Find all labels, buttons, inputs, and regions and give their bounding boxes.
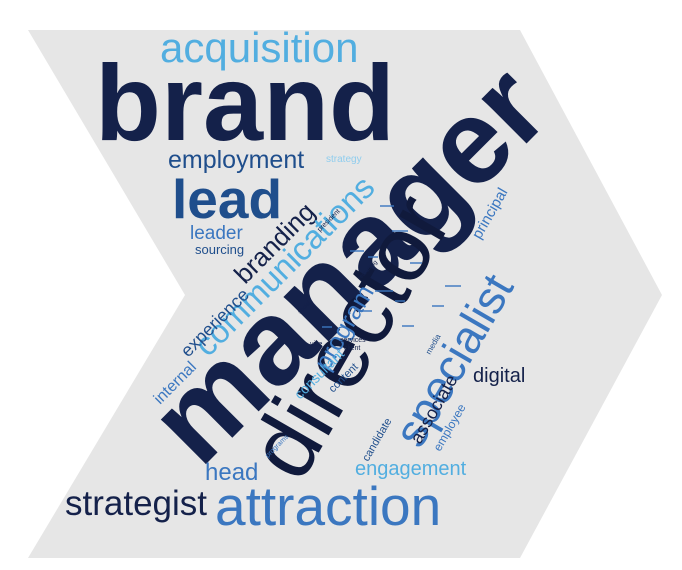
- word-engagement: engagement: [355, 458, 467, 480]
- word-brand: brand: [95, 42, 395, 163]
- fragment: [322, 326, 332, 328]
- word-attraction: attraction: [215, 475, 441, 537]
- fragment: [392, 230, 408, 232]
- word-services: services: [340, 337, 366, 344]
- fragment: [445, 285, 461, 287]
- fragment: [402, 325, 414, 327]
- chevron-shape: [28, 30, 662, 558]
- word-client: client: [344, 345, 360, 352]
- fragment: [410, 262, 422, 264]
- word-vice: vice: [310, 341, 323, 348]
- fragment: [350, 250, 364, 252]
- fragment: [432, 305, 444, 307]
- word-sourcing: sourcing: [195, 242, 244, 257]
- word-strategy: strategy: [326, 154, 362, 165]
- fragment: [368, 256, 378, 258]
- word-head: head: [205, 459, 258, 486]
- word-acquisition: acquisition: [160, 24, 358, 71]
- tiny-word-fragments: [322, 205, 461, 328]
- fragment: [380, 205, 394, 207]
- word-digital: digital: [473, 365, 525, 387]
- word-strategist: strategist: [65, 484, 207, 523]
- fragment: [375, 290, 393, 292]
- word-employment: employment: [168, 146, 304, 174]
- word-lead: lead: [172, 168, 282, 230]
- word-leader: leader: [190, 223, 243, 244]
- fragment: [395, 300, 405, 302]
- fragment: [358, 310, 372, 312]
